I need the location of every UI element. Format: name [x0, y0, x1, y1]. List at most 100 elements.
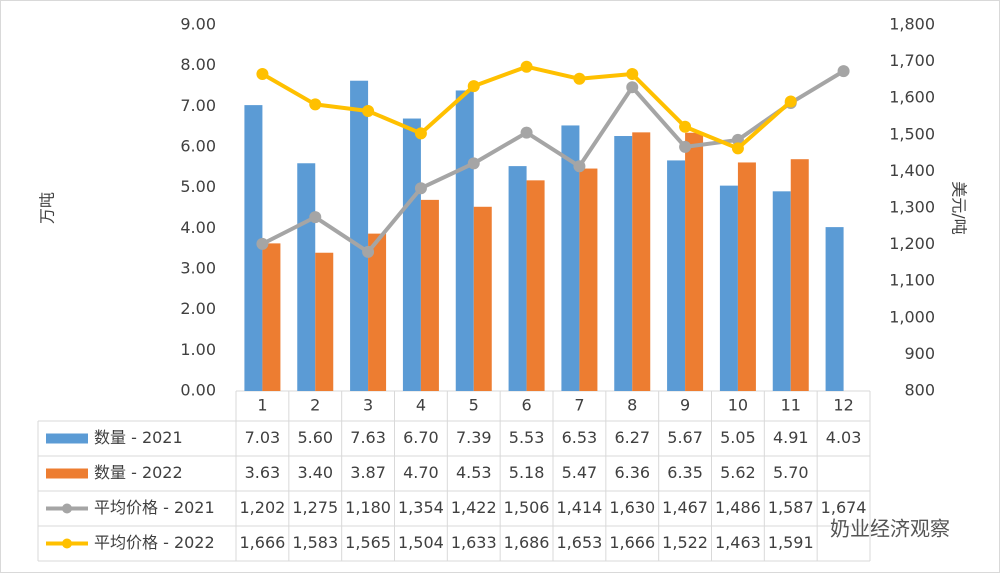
bar	[685, 132, 704, 391]
x-tick-label: 4	[416, 396, 426, 415]
y2-tick-label: 1,500	[889, 124, 935, 143]
legend-key	[46, 433, 88, 444]
bar	[667, 160, 686, 391]
table-cell: 5.05	[720, 428, 756, 447]
y-tick-label: 4.00	[180, 218, 216, 237]
table-cell: 1,653	[557, 533, 603, 552]
table-cell: 1,202	[240, 498, 286, 517]
table-cell: 5.18	[509, 463, 545, 482]
marker	[414, 127, 427, 140]
x-tick-label: 1	[257, 396, 267, 415]
y2-tick-label: 1,400	[889, 161, 935, 180]
bar	[737, 162, 756, 391]
table-cell: 1,180	[345, 498, 391, 517]
x-tick-label: 7	[574, 396, 584, 415]
table-cell: 6.36	[614, 463, 650, 482]
table-cell: 1,506	[504, 498, 550, 517]
marker	[731, 142, 744, 155]
legend-label: 平均价格 - 2022	[94, 533, 215, 552]
x-tick-label: 12	[833, 396, 853, 415]
y2-tick-label: 1,000	[889, 307, 935, 326]
y2-tick-label: 1,200	[889, 234, 935, 253]
table-cell: 1,686	[504, 533, 550, 552]
table-cell: 6.35	[667, 463, 703, 482]
table-cell: 4.91	[773, 428, 809, 447]
bar	[719, 185, 738, 391]
marker	[626, 81, 639, 94]
table-cell: 6.27	[614, 428, 650, 447]
legend-label: 数量 - 2022	[94, 463, 183, 482]
y2-tick-label: 900	[904, 344, 935, 363]
table-cell: 1,565	[345, 533, 391, 552]
marker	[520, 60, 533, 73]
table-cell: 3.63	[245, 463, 281, 482]
table-cell: 4.53	[456, 463, 492, 482]
y2-axis-label: 美元/吨	[950, 181, 969, 234]
table-cell: 1,463	[715, 533, 761, 552]
table-cell: 5.53	[509, 428, 545, 447]
marker	[679, 120, 692, 133]
marker	[309, 98, 322, 111]
legend-label: 数量 - 2021	[94, 428, 183, 447]
bar	[262, 243, 281, 391]
marker	[573, 160, 586, 173]
y2-tick-label: 1,100	[889, 271, 935, 290]
y-axis-label: 万吨	[38, 192, 57, 224]
table-cell: 5.62	[720, 463, 756, 482]
y-tick-label: 1.00	[180, 340, 216, 359]
y2-tick-label: 1,600	[889, 88, 935, 107]
y-tick-label: 9.00	[180, 15, 216, 34]
table-cell: 5.70	[773, 463, 809, 482]
table-cell: 1,522	[662, 533, 708, 552]
bar	[420, 199, 439, 391]
table-cell: 1,422	[451, 498, 497, 517]
bar	[315, 252, 334, 391]
table-cell: 6.53	[562, 428, 598, 447]
x-tick-label: 5	[469, 396, 479, 415]
bar	[772, 191, 791, 391]
legend-label: 平均价格 - 2021	[94, 498, 215, 517]
bar	[297, 163, 316, 391]
table-cell: 1,504	[398, 533, 444, 552]
table-cell: 1,354	[398, 498, 444, 517]
table-cell: 1,666	[240, 533, 286, 552]
bar	[455, 90, 474, 392]
bar	[350, 80, 369, 392]
marker	[731, 133, 744, 146]
table-cell: 7.03	[245, 428, 281, 447]
marker	[784, 95, 797, 108]
table-cell: 1,467	[662, 498, 708, 517]
table-cell: 5.60	[297, 428, 333, 447]
marker	[573, 72, 586, 85]
y2-tick-label: 1,800	[889, 15, 935, 34]
legend-key	[62, 503, 72, 514]
table-cell: 1,591	[768, 533, 814, 552]
table-cell: 7.63	[350, 428, 386, 447]
marker	[679, 140, 692, 153]
y-tick-label: 7.00	[180, 96, 216, 115]
table-cell: 1,486	[715, 498, 761, 517]
legend-key	[62, 538, 72, 549]
x-tick-label: 6	[521, 396, 531, 415]
marker	[837, 65, 850, 78]
marker	[626, 68, 639, 81]
table-cell: 1,666	[609, 533, 655, 552]
y-tick-label: 0.00	[180, 381, 216, 400]
y-tick-label: 6.00	[180, 137, 216, 156]
bar	[368, 233, 387, 391]
x-tick-label: 9	[680, 396, 690, 415]
bar	[614, 136, 633, 391]
table-cell: 5.67	[667, 428, 703, 447]
table-cell: 6.70	[403, 428, 439, 447]
table-cell: 1,674	[821, 498, 867, 517]
legend-key	[46, 468, 88, 479]
marker	[414, 182, 427, 195]
bar	[473, 206, 492, 391]
y-tick-label: 2.00	[180, 299, 216, 318]
bar	[825, 227, 844, 391]
x-tick-label: 10	[728, 396, 748, 415]
bar	[402, 118, 421, 392]
marker	[256, 237, 269, 250]
table-cell: 5.47	[562, 463, 598, 482]
bar	[526, 180, 545, 391]
